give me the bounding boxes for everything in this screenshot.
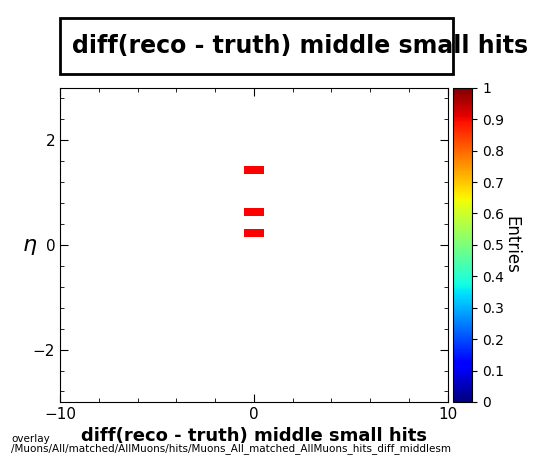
Text: overlay: overlay [11,434,50,444]
Text: diff(reco - truth) middle small hits: diff(reco - truth) middle small hits [72,34,528,58]
X-axis label: diff(reco - truth) middle small hits: diff(reco - truth) middle small hits [81,427,427,445]
Bar [244,166,264,174]
Bar [244,229,264,237]
Y-axis label: η: η [23,235,37,255]
Y-axis label: Entries: Entries [503,216,521,274]
Text: /Muons/All/matched/AllMuons/hits/Muons_All_matched_AllMuons_hits_diff_middlesm: /Muons/All/matched/AllMuons/hits/Muons_A… [11,444,451,455]
Bar [244,208,264,216]
